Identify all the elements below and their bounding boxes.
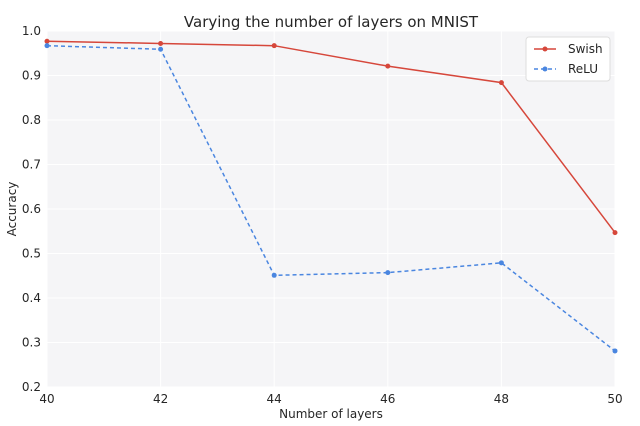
x-tick-label: 46 <box>380 392 395 406</box>
legend: Swish ReLU <box>525 36 611 82</box>
point-swish <box>44 38 50 44</box>
point-swish <box>612 230 618 236</box>
y-tick-label: 0.7 <box>22 158 41 172</box>
y-tick-label: 1.0 <box>22 24 41 38</box>
y-tick-label: 0.6 <box>22 202 41 216</box>
series-swish <box>44 38 618 236</box>
series-layer <box>44 38 618 354</box>
series-relu <box>44 43 618 354</box>
legend-swish-marker <box>542 46 548 52</box>
grid-lines <box>46 30 616 388</box>
x-tick-label: 50 <box>607 392 622 406</box>
point-relu <box>158 46 164 52</box>
x-tick-label: 48 <box>494 392 509 406</box>
point-swish <box>498 80 504 86</box>
x-tick-label: 42 <box>153 392 168 406</box>
series-line-relu <box>46 44 616 352</box>
x-tick-label: 40 <box>39 392 54 406</box>
point-relu <box>612 348 618 354</box>
y-tick-label: 0.5 <box>22 247 41 261</box>
y-tick-labels: 0.2 0.3 0.4 0.5 0.6 0.7 0.8 0.9 1.0 <box>22 24 41 394</box>
x-axis-label: Number of layers <box>279 407 383 421</box>
y-tick-label: 0.2 <box>22 380 41 394</box>
y-tick-label: 0.4 <box>22 291 41 305</box>
y-tick-label: 0.9 <box>22 69 41 83</box>
point-relu <box>385 270 391 276</box>
point-swish <box>158 40 164 46</box>
point-relu <box>44 43 50 49</box>
legend-relu-marker <box>542 66 548 72</box>
point-relu <box>271 272 277 278</box>
chart-title: Varying the number of layers on MNIST <box>184 13 479 31</box>
legend-swish-label: Swish <box>568 42 603 56</box>
series-line-swish <box>46 40 616 234</box>
y-axis-label: Accuracy <box>5 182 19 237</box>
y-tick-label: 0.8 <box>22 113 41 127</box>
legend-relu-label: ReLU <box>568 62 598 76</box>
x-tick-labels: 40 42 44 46 48 50 <box>39 392 622 406</box>
point-swish <box>385 63 391 69</box>
y-tick-label: 0.3 <box>22 336 41 350</box>
x-tick-label: 44 <box>267 392 282 406</box>
point-swish <box>271 43 277 49</box>
point-relu <box>498 260 504 266</box>
